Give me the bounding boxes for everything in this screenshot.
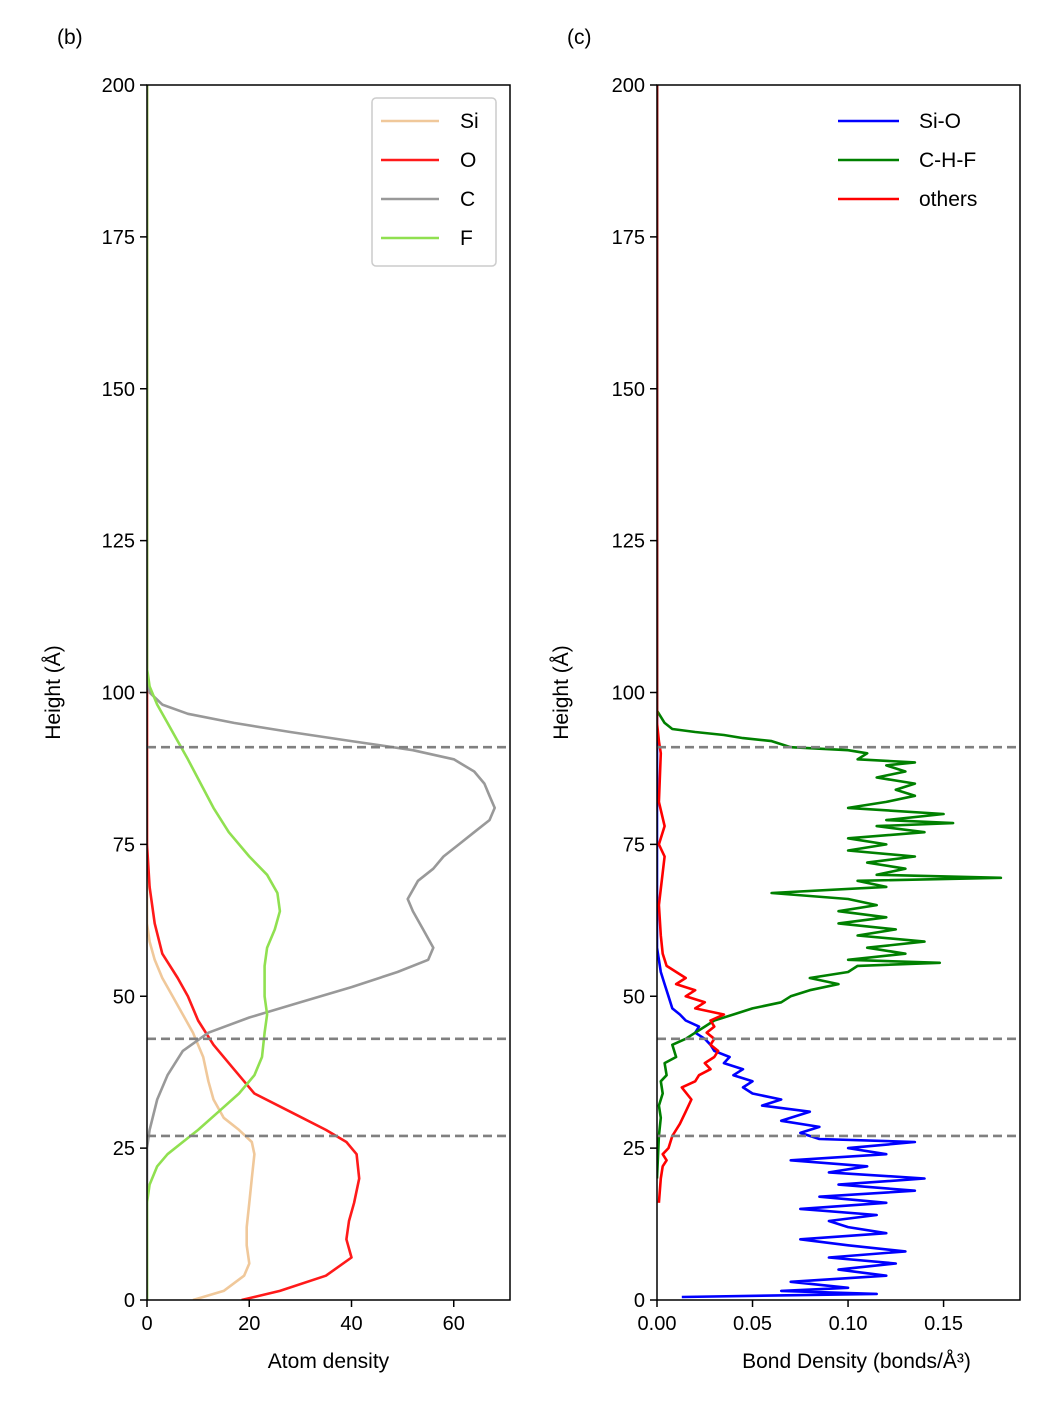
y-axis-label: Height (Å): [42, 645, 65, 740]
x-axis-label: Atom density: [268, 1350, 390, 1373]
x-tick-label: 0.15: [924, 1313, 963, 1335]
y-tick-label: 200: [612, 75, 645, 97]
legend-frame: [371, 97, 497, 267]
series-line-o: [147, 85, 361, 1300]
x-tick-label: 0.00: [638, 1313, 677, 1335]
x-tick-label: 0: [141, 1313, 152, 1335]
y-tick-label: 100: [102, 683, 135, 705]
y-tick-label: 100: [612, 683, 645, 705]
panel-label: (c): [567, 26, 592, 49]
x-tick-label: 0.05: [733, 1313, 772, 1335]
x-tick-label: 0.10: [829, 1313, 868, 1335]
plot-area: [147, 85, 496, 1300]
axes-frame: [146, 84, 511, 1301]
legend: Si OCF: [371, 97, 497, 267]
legend-label: others: [919, 188, 977, 211]
legend-label: Si-O: [919, 110, 961, 133]
axes-frame: [656, 84, 1021, 1301]
y-tick-label: 75: [113, 834, 135, 856]
y-tick-label: 175: [102, 227, 135, 249]
series-line-c-h-f: [657, 85, 1003, 1179]
y-tick-label: 175: [612, 227, 645, 249]
y-tick-label: 50: [113, 986, 135, 1008]
chart-panel-c: 0.00 0.05 0.10 0.15 0 25 50 75 100 125 150 175 200 Bo…: [550, 26, 1021, 1373]
y-tick-label: 0: [124, 1290, 135, 1312]
plot-area: [657, 85, 1003, 1299]
y-tick-label: 200: [102, 75, 135, 97]
y-tick-label: 25: [113, 1138, 135, 1160]
panel-label: (b): [57, 26, 83, 49]
y-axis-label: Height (Å): [550, 645, 573, 740]
chart-panel-b: 0 20 40 60 0 25 50 75 100 125 150 175 200 Atom densit…: [42, 26, 511, 1373]
y-tick-label: 125: [612, 531, 645, 553]
y-tick-label: 50: [623, 986, 645, 1008]
y-tick-label: 150: [612, 379, 645, 401]
legend-label: Si: [460, 110, 479, 133]
legend-label: O: [460, 149, 476, 172]
x-axis-label: Bond Density (bonds/Å³): [742, 1350, 971, 1373]
legend: Si-O C-H-F others: [838, 110, 977, 211]
series-line-f: [147, 85, 282, 1300]
x-tick-label: 20: [238, 1313, 260, 1335]
y-tick-label: 25: [623, 1138, 645, 1160]
series-line-si-o: [657, 85, 926, 1299]
y-tick-label: 75: [623, 834, 645, 856]
x-tick-label: 40: [340, 1313, 362, 1335]
legend-label: C-H-F: [919, 149, 976, 172]
legend-label: F: [460, 227, 473, 250]
y-tick-label: 150: [102, 379, 135, 401]
legend-label: C: [460, 188, 475, 211]
series-line-si: [147, 85, 256, 1300]
series-line-others: [657, 85, 726, 1203]
y-tick-label: 125: [102, 531, 135, 553]
series-line-c: [147, 85, 496, 1300]
y-tick-label: 0: [634, 1290, 645, 1312]
x-tick-label: 60: [443, 1313, 465, 1335]
